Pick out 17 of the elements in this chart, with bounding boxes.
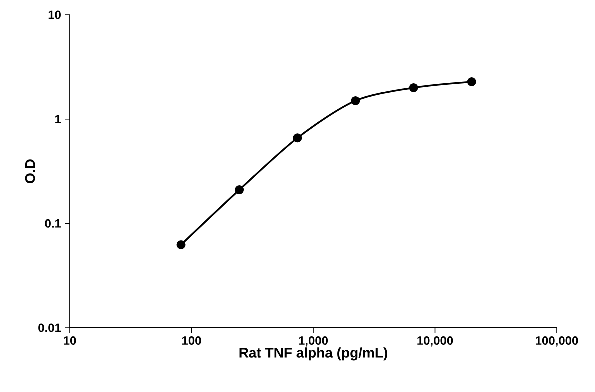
point [467,77,476,86]
y-tick-label: 0.1 [45,219,62,228]
point [235,186,244,195]
y-tick-label: 1 [56,115,62,124]
x-tick-label: 100 [182,336,202,346]
point [351,96,360,106]
x-tick-label: 10,000 [418,336,454,347]
y-tick-label: 0.01 [38,324,62,332]
point [409,83,418,92]
x-tick-label: 10 [64,336,76,346]
x-axis-title: Rat TNF alpha (pg/mL) [240,348,388,361]
x-tick-label: 1,000 [299,336,328,347]
y-tick-label: 10 [48,10,61,20]
point [293,134,302,143]
point [176,240,186,250]
x-tick-label: 100,000 [536,336,578,347]
y-axis-title: O.D [25,160,36,184]
